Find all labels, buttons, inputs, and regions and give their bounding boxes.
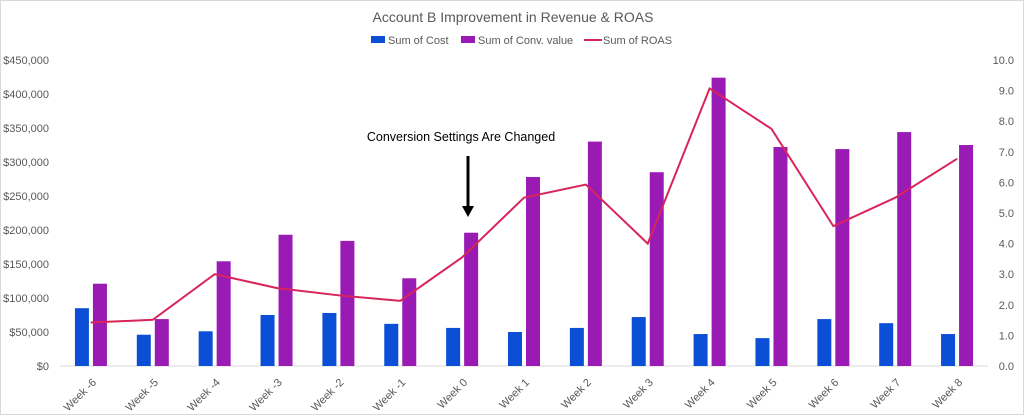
y-right-tick-label: 0.0 [999,361,1014,373]
bar-sum-of-cost [755,338,770,366]
bar-sum-of-cost [569,327,584,366]
y-left-tick-label: $300,000 [3,157,49,169]
x-tick-label: Week 1 [497,377,532,412]
bar-sum-of-conv-value [649,172,664,366]
x-tick-label: Week 0 [436,377,471,412]
y-right-tick-label: 3.0 [999,269,1014,281]
x-tick-label: Week 5 [745,377,780,412]
legend-label: Sum of Conv. value [478,35,573,47]
x-tick-label: Week -4 [185,377,222,414]
legend-swatch [461,36,475,43]
y-left-tick-label: $350,000 [3,123,49,135]
bar-sum-of-conv-value [402,278,417,366]
bar-sum-of-cost [384,323,399,366]
bar-sum-of-cost [817,319,832,366]
x-tick-label: Week -2 [309,377,346,414]
line-point [90,322,92,324]
line-point [832,225,834,227]
bar-sum-of-conv-value [587,141,602,366]
annotation-text: Conversion Settings Are Changed [367,130,555,144]
y-right-tick-label: 4.0 [999,239,1014,251]
line-point [461,256,463,258]
annotation-arrow-head-icon [462,206,474,217]
x-tick-label: Week 4 [683,377,718,412]
legend: Sum of Cost Sum of Conv. value Sum of ROAS [371,35,672,47]
y-right-tick-label: 6.0 [999,177,1014,189]
x-tick-label: Week 8 [930,377,965,412]
bar-sum-of-conv-value [216,261,231,366]
y-left-tick-label: $200,000 [3,225,49,237]
bar-sum-of-cost [198,331,213,366]
x-tick-label: Week 7 [869,377,904,412]
x-tick-label: Week -1 [371,377,408,414]
y-right-tick-label: 7.0 [999,147,1014,159]
y-left-tick-label: $150,000 [3,259,49,271]
y-left-tick-label: $400,000 [3,89,49,101]
chart-title: Account B Improvement in Revenue & ROAS [373,9,654,25]
bar-sum-of-conv-value [835,149,850,366]
line-point [399,300,401,302]
y-left-tick-label: $450,000 [3,55,49,67]
legend-swatch [371,36,385,43]
y-right-tick-label: 10.0 [993,55,1014,67]
line-point [276,287,278,289]
bar-sum-of-cost [446,327,461,366]
bar-sum-of-conv-value [897,132,912,366]
bar-sum-of-conv-value [278,234,293,366]
y-left-tick-label: $0 [37,361,49,373]
bar-sum-of-conv-value [154,319,169,366]
annotation: Conversion Settings Are Changed [367,130,555,217]
y-right-tick-label: 9.0 [999,86,1014,98]
x-tick-label: Week -5 [124,377,161,414]
bar-sum-of-cost [879,323,894,366]
bar-sum-of-cost [74,308,89,366]
x-tick-label: Week 6 [807,377,842,412]
bar-sum-of-conv-value [711,77,726,367]
x-tick-label: Week -6 [62,377,99,414]
bar-sum-of-cost [136,334,151,366]
line-point [894,197,896,199]
line-point [523,197,525,199]
line-point [585,184,587,186]
y-right-tick-label: 8.0 [999,116,1014,128]
line-point [152,319,154,321]
line-point [337,294,339,296]
y-left-tick-label: $50,000 [9,327,49,339]
line-point [956,158,958,160]
y-right-tick-label: 2.0 [999,300,1014,312]
bar-sum-of-conv-value [959,145,974,366]
bar-sum-of-conv-value [340,240,355,366]
x-tick-label: Week 3 [621,377,656,412]
bar-sum-of-cost [693,334,708,366]
bar-sum-of-cost [322,312,337,366]
y-right-tick-label: 1.0 [999,330,1014,342]
legend-label: Sum of Cost [388,35,449,47]
x-tick-label: Week -3 [247,377,284,414]
y-left-tick-label: $100,000 [3,293,49,305]
legend-label: Sum of ROAS [603,35,672,47]
y-right-tick-label: 5.0 [999,208,1014,220]
bar-sum-of-conv-value [526,176,540,366]
bar-sum-of-conv-value [464,232,479,366]
bar-sum-of-conv-value [92,283,107,366]
line-point [214,273,216,275]
bar-sum-of-cost [260,315,275,366]
y-left-tick-label: $250,000 [3,191,49,203]
bar-sum-of-cost [508,332,522,366]
line-point [647,243,649,245]
line-point [709,87,711,89]
bar-sum-of-cost [941,334,956,366]
line-point [770,128,772,130]
bar-sum-of-conv-value [773,147,788,366]
x-tick-label: Week 2 [559,377,594,412]
bar-sum-of-cost [631,317,646,366]
